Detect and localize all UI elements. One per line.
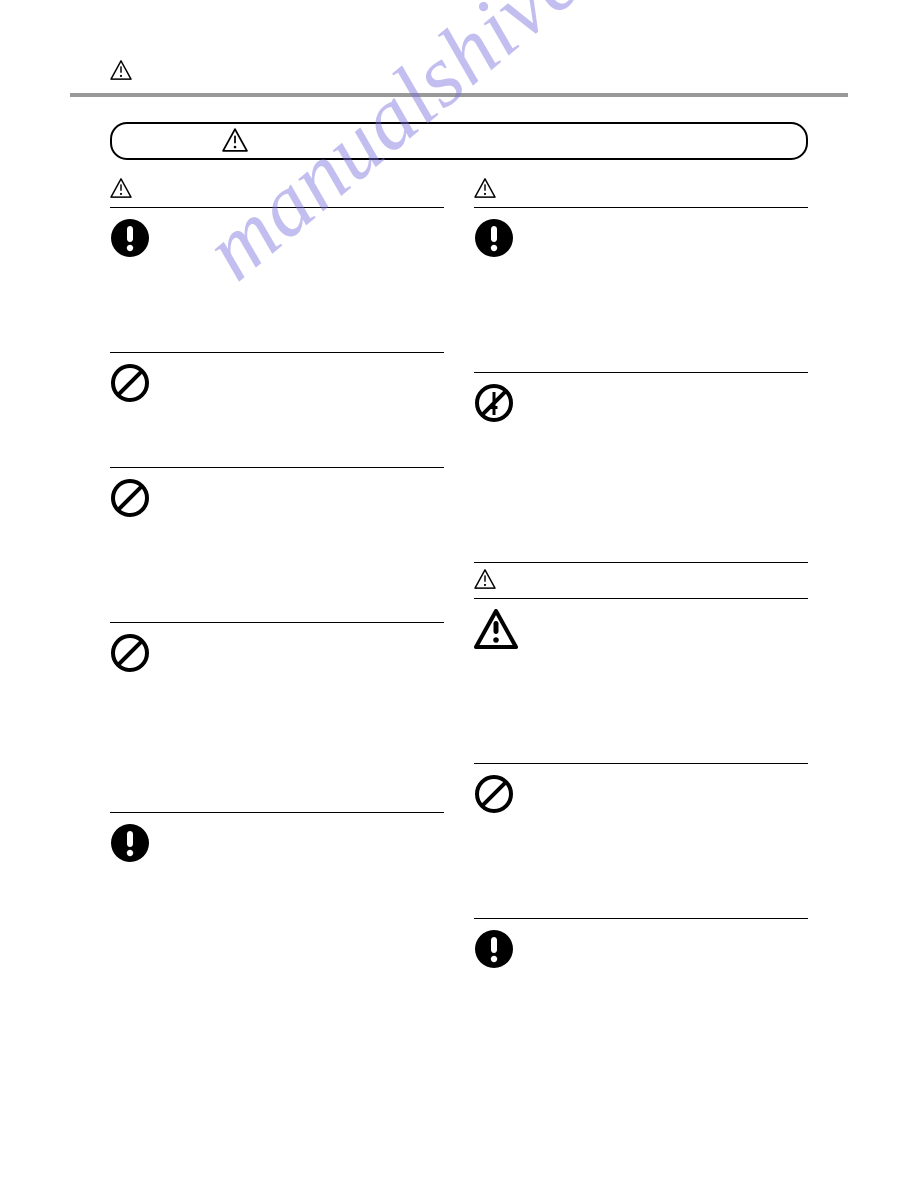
header-rule [70, 93, 848, 97]
columns [110, 180, 808, 1039]
item-body [522, 216, 808, 246]
safety-item [474, 764, 808, 919]
safety-item [110, 623, 444, 813]
prohibit-icon [110, 361, 158, 408]
warning-triangle-icon [474, 178, 496, 203]
prohibit-icon [474, 772, 522, 819]
safety-item [474, 599, 808, 764]
warning-triangle-icon [474, 569, 496, 594]
safety-item [110, 353, 444, 468]
no-disassemble-icon [474, 381, 522, 428]
safety-item [110, 208, 444, 353]
exclaim-filled-icon [474, 927, 522, 974]
item-body [158, 216, 444, 246]
page: manualshive.com [0, 0, 918, 120]
header-warning-icon [110, 60, 132, 85]
item-body [158, 361, 444, 391]
title-warning-icon [222, 128, 248, 157]
warning-triangle-large-icon [474, 607, 522, 654]
warning-triangle-icon [110, 178, 132, 203]
right-column [474, 180, 808, 1039]
safety-item [110, 813, 444, 933]
safety-item [474, 208, 808, 373]
item-body [158, 631, 444, 661]
item-body [522, 927, 808, 957]
prohibit-icon [110, 476, 158, 523]
item-body [522, 772, 808, 802]
prohibit-icon [110, 631, 158, 678]
safety-item [474, 373, 808, 563]
safety-item [110, 468, 444, 623]
item-body [522, 607, 808, 637]
left-column [110, 180, 444, 1039]
mid-subheader [474, 571, 808, 599]
title-box [110, 122, 808, 160]
item-body [158, 476, 444, 506]
item-body [522, 381, 808, 411]
right-subheader [474, 180, 808, 208]
left-subheader [110, 180, 444, 208]
exclaim-filled-icon [110, 821, 158, 868]
item-body [158, 821, 444, 851]
safety-item [474, 919, 808, 1039]
exclaim-filled-icon [474, 216, 522, 263]
exclaim-filled-icon [110, 216, 158, 263]
